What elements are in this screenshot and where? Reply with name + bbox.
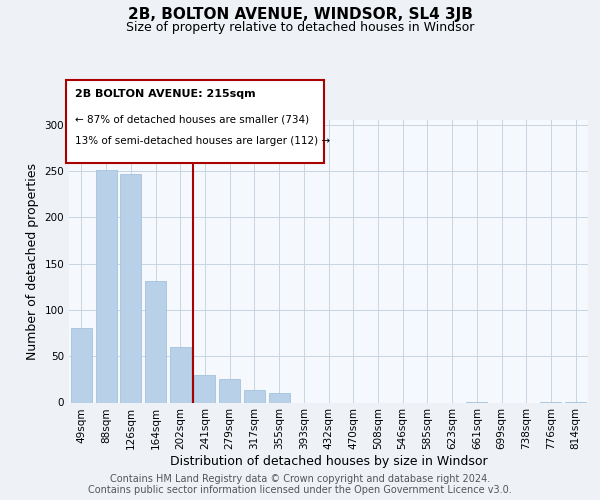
X-axis label: Distribution of detached houses by size in Windsor: Distribution of detached houses by size …	[170, 455, 487, 468]
Bar	[71, 328, 92, 402]
Text: Contains HM Land Registry data © Crown copyright and database right 2024.: Contains HM Land Registry data © Crown c…	[110, 474, 490, 484]
Bar	[145, 281, 166, 402]
Y-axis label: Number of detached properties: Number of detached properties	[26, 163, 39, 360]
Text: Contains public sector information licensed under the Open Government Licence v3: Contains public sector information licen…	[88, 485, 512, 495]
Text: 2B, BOLTON AVENUE, WINDSOR, SL4 3JB: 2B, BOLTON AVENUE, WINDSOR, SL4 3JB	[128, 8, 472, 22]
Text: 13% of semi-detached houses are larger (112) →: 13% of semi-detached houses are larger (…	[75, 136, 330, 146]
Bar	[120, 174, 141, 402]
Text: 2B BOLTON AVENUE: 215sqm: 2B BOLTON AVENUE: 215sqm	[75, 89, 256, 99]
Bar	[269, 393, 290, 402]
Bar	[219, 380, 240, 402]
Text: Size of property relative to detached houses in Windsor: Size of property relative to detached ho…	[126, 21, 474, 34]
Text: ← 87% of detached houses are smaller (734): ← 87% of detached houses are smaller (73…	[75, 114, 309, 124]
Bar	[170, 347, 191, 403]
Bar	[244, 390, 265, 402]
Bar	[194, 374, 215, 402]
Bar	[95, 170, 116, 402]
